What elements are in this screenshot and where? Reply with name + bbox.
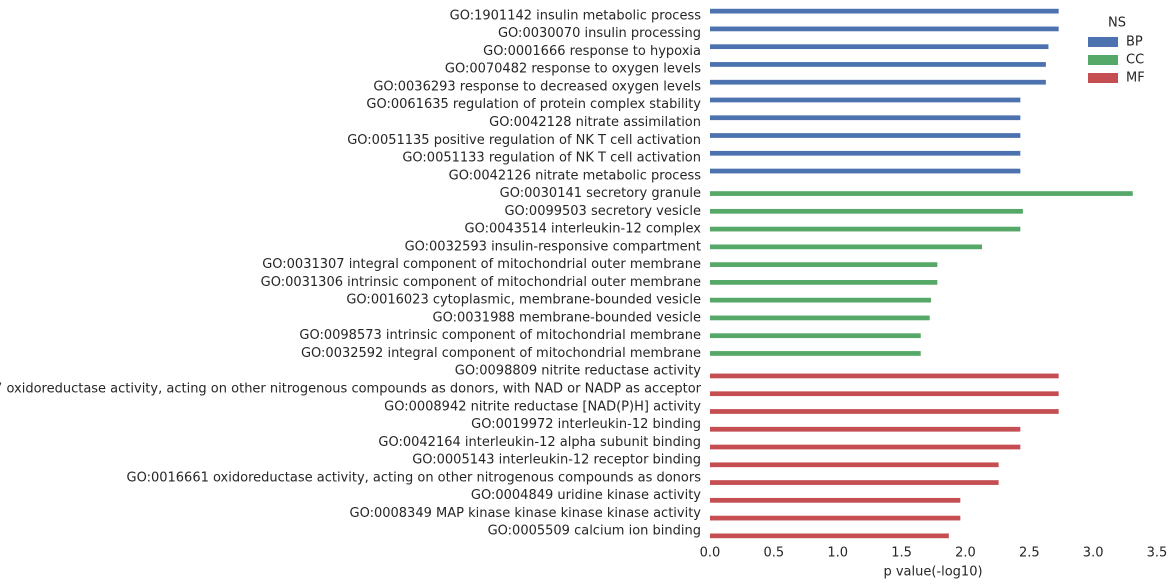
bar	[710, 191, 1133, 196]
y-tick-label: GO:0030070 insulin processing	[498, 26, 701, 41]
y-tick-label: GO:0051135 positive regulation of NK T c…	[347, 133, 701, 148]
y-tick-label: GO:0099503 secretory vesicle	[504, 204, 701, 219]
y-tick-label: GO:0031988 membrane-bounded vesicle	[433, 310, 701, 325]
y-tick-label: GO:0061635 regulation of protein complex…	[366, 97, 701, 112]
legend-swatch	[1088, 73, 1118, 83]
y-tick-label: GO:0004849 uridine kinase activity	[471, 488, 701, 503]
y-tick-label: GO:0001666 response to hypoxia	[483, 44, 701, 59]
y-tick-label: GO:0016661 oxidoreductase activity, acti…	[127, 470, 702, 485]
y-tick-label: GO:0032593 insulin-responsive compartmen…	[405, 239, 701, 254]
bar	[710, 409, 1059, 414]
bar	[710, 244, 983, 250]
y-tick-label: GO:0005509 calcium ion binding	[488, 524, 701, 539]
bar	[710, 115, 1021, 121]
y-tick-label: GO:0008349 MAP kinase kinase kinase kina…	[350, 506, 702, 521]
y-tick-label: GO:0019972 interleukin-12 binding	[471, 417, 701, 432]
x-tick-label: 3.0	[1083, 546, 1104, 561]
y-tick-label: GO:0031306 intrinsic component of mitoch…	[261, 275, 701, 290]
x-tick-label: 1.0	[827, 546, 848, 561]
y-tick-label: GO:0070482 response to oxygen levels	[445, 62, 701, 77]
bar	[710, 315, 930, 321]
bar	[710, 62, 1046, 67]
y-tick-label: GO:0031307 integral component of mitocho…	[262, 257, 701, 272]
x-axis-label: p value(-log10)	[883, 565, 982, 580]
y-tick-label: GO:0032592 integral component of mitocho…	[301, 346, 701, 361]
bar	[710, 8, 1059, 14]
legend-label: MF	[1126, 71, 1145, 86]
x-tick-label: 3.5	[1147, 546, 1168, 561]
bar	[710, 79, 1046, 85]
bar	[710, 444, 1021, 450]
legend-swatch	[1088, 37, 1118, 47]
bar	[710, 351, 921, 356]
legend-title: NS	[1108, 16, 1126, 31]
x-tick-label: 0.5	[764, 546, 785, 561]
bar	[710, 133, 1021, 138]
bar	[710, 97, 1021, 103]
bar	[710, 44, 1049, 50]
x-tick-label: 0.0	[700, 546, 721, 561]
bar	[710, 208, 1023, 214]
y-tick-label: GO:0036293 response to decreased oxygen …	[373, 79, 701, 94]
bar	[710, 480, 999, 485]
y-tick-label: GO:0016023 cytoplasmic, membrane-bounded…	[346, 293, 701, 308]
y-tick-label: GO:0043514 interleukin-12 complex	[465, 222, 702, 237]
y-tick-label: GO:0051133 regulation of NK T cell activ…	[402, 151, 701, 166]
legend-label: CC	[1126, 53, 1144, 68]
bar	[710, 26, 1059, 32]
bar	[710, 262, 938, 267]
bar	[710, 226, 1021, 232]
y-tick-label: GO:0030141 secretory granule	[500, 186, 701, 201]
bar	[710, 297, 931, 303]
bar	[710, 333, 921, 339]
y-tick-label: GO:0042126 nitrate metabolic process	[449, 168, 702, 183]
bar	[710, 497, 961, 503]
y-tick-label: GO:0042128 nitrate assimilation	[489, 115, 701, 130]
bar	[710, 168, 1021, 174]
y-tick-label: GO:1901142 insulin metabolic process	[450, 8, 702, 23]
y-tick-label: GO:0008942 nitrite reductase [NAD(P)H] a…	[384, 399, 701, 414]
y-tick-label: GO:0098573 intrinsic component of mitoch…	[299, 328, 701, 343]
x-tick-label: 2.5	[1019, 546, 1040, 561]
x-tick-label: 1.5	[891, 546, 912, 561]
bar	[710, 280, 938, 285]
y-tick-label: GO:0042164 interleukin-12 alpha subunit …	[378, 435, 701, 450]
bar	[710, 515, 961, 521]
bar	[710, 462, 999, 468]
bar	[710, 533, 949, 539]
legend-label: BP	[1126, 35, 1143, 50]
y-tick-label: GO:0098809 nitrite reductase activity	[455, 364, 702, 379]
bar	[710, 391, 1059, 397]
y-tick-label: GO:0005143 interleukin-12 receptor bindi…	[412, 453, 701, 468]
bar	[710, 373, 1059, 379]
legend-swatch	[1088, 55, 1118, 65]
x-tick-label: 2.0	[955, 546, 976, 561]
bar	[710, 150, 1021, 156]
bar	[710, 426, 1021, 432]
y-tick-label: GO:0046857 oxidoreductase activity, acti…	[0, 381, 702, 396]
